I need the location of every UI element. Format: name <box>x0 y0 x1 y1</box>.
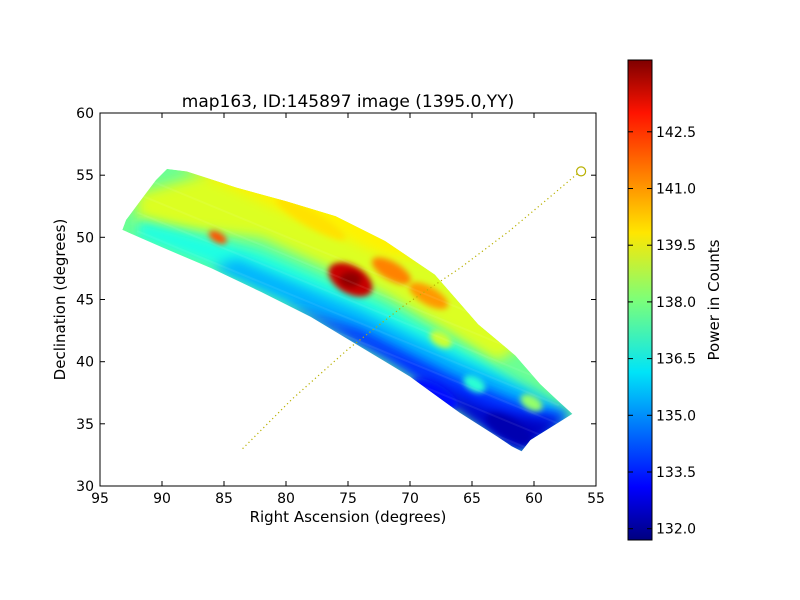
heat-feature-cold-edge <box>486 413 533 445</box>
track-marker <box>575 166 587 177</box>
y-tick-label: 45 <box>76 293 94 309</box>
track-layer <box>242 166 587 450</box>
heat-feature-warm-ridge <box>275 197 346 240</box>
heat-feature-core <box>339 271 362 288</box>
y-tick-label: 40 <box>76 355 94 371</box>
y-tick-label: 60 <box>76 106 94 122</box>
y-tick-label: 30 <box>76 479 94 495</box>
y-axis-label: Declination (degrees) <box>51 219 69 381</box>
heat-feature-warm-band <box>409 282 449 310</box>
colorbar-tick-label: 133.5 <box>656 465 696 481</box>
y-tick-label: 35 <box>76 417 94 433</box>
scan-stripe <box>136 211 560 388</box>
colorbar-tick-label: 135.0 <box>656 408 696 424</box>
x-tick-label: 85 <box>215 491 233 507</box>
x-tick-label: 80 <box>277 491 295 507</box>
y-ticks: 30 35 40 45 50 55 60 <box>76 106 596 495</box>
scan-stripe <box>136 192 560 369</box>
plot-area: 95 90 85 80 75 70 65 60 55 30 35 40 45 50 55 60 <box>76 106 605 507</box>
colorbar-gradient <box>628 60 652 540</box>
y-tick-label: 55 <box>76 168 94 184</box>
colorbar-tick-label: 132.0 <box>656 522 696 538</box>
x-tick-label: 60 <box>525 491 543 507</box>
colorbar-tick-label: 136.5 <box>656 352 696 368</box>
chart-title: map163, ID:145897 image (1395.0,YY) <box>182 92 514 112</box>
x-axis-label: Right Ascension (degrees) <box>250 508 447 526</box>
colorbar-label: Power in Counts <box>705 239 723 360</box>
colorbar-tick-label: 141.0 <box>656 182 696 198</box>
x-tick-label: 55 <box>587 491 605 507</box>
y-tick-label: 50 <box>76 230 94 246</box>
x-tick-label: 95 <box>91 491 109 507</box>
colorbar-tick-label: 142.5 <box>656 125 696 141</box>
plot-frame <box>99 112 597 487</box>
colorbar-ticks: 132.0 133.5 135.0 136.5 138.0 139.5 141.0 142.5 <box>628 125 696 538</box>
heat-feature-mid-spot <box>520 394 543 412</box>
scan-stripe <box>136 230 560 407</box>
x-tick-label: 65 <box>463 491 481 507</box>
colorbar: 132.0 133.5 135.0 136.5 138.0 139.5 141.0 142.5… <box>627 59 723 541</box>
x-tick-label: 75 <box>339 491 357 507</box>
heat-feature-cold-edge <box>411 378 458 410</box>
x-tick-label: 90 <box>153 491 171 507</box>
heat-feature-warm-spot <box>208 230 227 244</box>
heat-feature-warm-band <box>371 257 411 285</box>
heat-feature-mid-spot <box>430 330 452 348</box>
x-ticks: 95 90 85 80 75 70 65 60 55 <box>91 113 605 507</box>
x-tick-label: 70 <box>401 491 419 507</box>
heat-feature-mid-spot <box>463 375 486 393</box>
colorbar-frame <box>627 59 653 541</box>
colorbar-tick-label: 139.5 <box>656 238 696 254</box>
colorbar-tick-label: 138.0 <box>656 295 696 311</box>
